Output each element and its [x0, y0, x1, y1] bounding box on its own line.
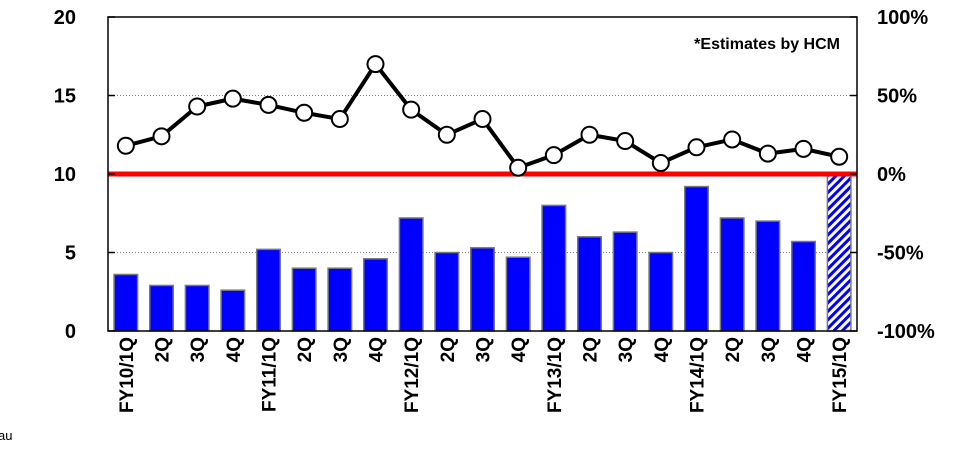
line-point	[402, 100, 421, 119]
left-tick-label: 10	[54, 164, 76, 186]
right-tick-label: 100%	[877, 7, 928, 29]
x-tick-label: 4Q	[367, 337, 388, 362]
line-series	[116, 55, 849, 177]
bar	[148, 284, 175, 332]
x-tick-label: 2Q	[153, 337, 174, 362]
x-tick-label: 4Q	[652, 337, 673, 362]
x-tick-label: FY13/1Q	[545, 337, 566, 413]
bar	[255, 248, 282, 332]
bar	[790, 240, 817, 332]
line-point	[473, 110, 492, 129]
x-tick-label: 2Q	[295, 337, 316, 362]
left-tick-label: 0	[65, 321, 76, 343]
x-tick-label: FY12/1Q	[402, 337, 423, 413]
axes	[107, 16, 858, 332]
bar	[683, 185, 710, 332]
x-tick-label: 4Q	[509, 337, 530, 362]
line-point	[259, 95, 278, 114]
bar	[291, 267, 317, 332]
x-tick-label: 3Q	[188, 337, 209, 362]
line-point	[794, 139, 813, 158]
x-tick-label: 3Q	[616, 337, 637, 362]
line-point	[366, 55, 385, 74]
right-tick-label: -100%	[877, 321, 935, 343]
bar	[327, 267, 353, 332]
bar	[220, 289, 246, 332]
line-point	[758, 144, 777, 163]
estimate-note: *Estimates by HCM	[694, 36, 840, 53]
x-tick-label: 2Q	[581, 337, 602, 362]
bar-series	[113, 173, 852, 332]
x-tick-label: 2Q	[438, 337, 459, 362]
x-tick-label: 3Q	[759, 337, 780, 362]
x-tick-label: 4Q	[224, 337, 245, 362]
bar	[184, 284, 210, 332]
bar	[576, 236, 603, 332]
bar	[362, 258, 389, 332]
right-tick-label: -50%	[877, 243, 924, 265]
line-point	[437, 125, 456, 144]
line-point	[580, 125, 599, 144]
x-tick-label: FY11/1Q	[260, 337, 281, 412]
tick-labels: 0 5 10 15 20 -100% -50% 0% 50% 100% FY10/1Q 2Q 3Q 4Q F…	[54, 7, 935, 413]
bar	[398, 217, 424, 332]
line-point	[152, 127, 171, 146]
bar	[434, 251, 460, 332]
source-fragment: au	[0, 428, 12, 443]
line-point	[723, 130, 742, 149]
x-tick-label: 3Q	[331, 337, 352, 362]
bar	[612, 231, 638, 332]
bar-estimate	[826, 173, 852, 332]
x-tick-label: FY10/1Q	[117, 337, 138, 413]
line-point	[651, 154, 670, 173]
x-tick-label: 4Q	[795, 337, 816, 362]
x-tick-label: 3Q	[474, 337, 495, 362]
line-point	[687, 138, 706, 157]
bar	[469, 247, 496, 332]
bar	[648, 251, 674, 332]
line-point	[830, 147, 849, 166]
line-point	[330, 110, 349, 129]
line-point	[295, 103, 314, 122]
right-tick-label: 50%	[877, 86, 917, 108]
bar	[719, 217, 745, 332]
x-tick-label: FY14/1Q	[688, 337, 709, 413]
x-tick-label: 2Q	[723, 337, 744, 362]
line-point	[223, 89, 242, 108]
line-point	[188, 97, 207, 116]
line-point	[116, 136, 135, 155]
line-point	[509, 158, 528, 177]
bar	[541, 204, 567, 332]
left-tick-label: 5	[65, 243, 76, 265]
left-tick-label: 15	[54, 86, 76, 108]
line-point	[544, 146, 563, 165]
bar	[113, 273, 139, 332]
x-tick-label: FY15/1Q	[830, 337, 851, 413]
left-tick-label: 20	[54, 7, 76, 29]
bar	[505, 256, 531, 332]
bar	[755, 220, 781, 332]
right-tick-label: 0%	[877, 164, 906, 186]
line-point	[616, 132, 635, 151]
